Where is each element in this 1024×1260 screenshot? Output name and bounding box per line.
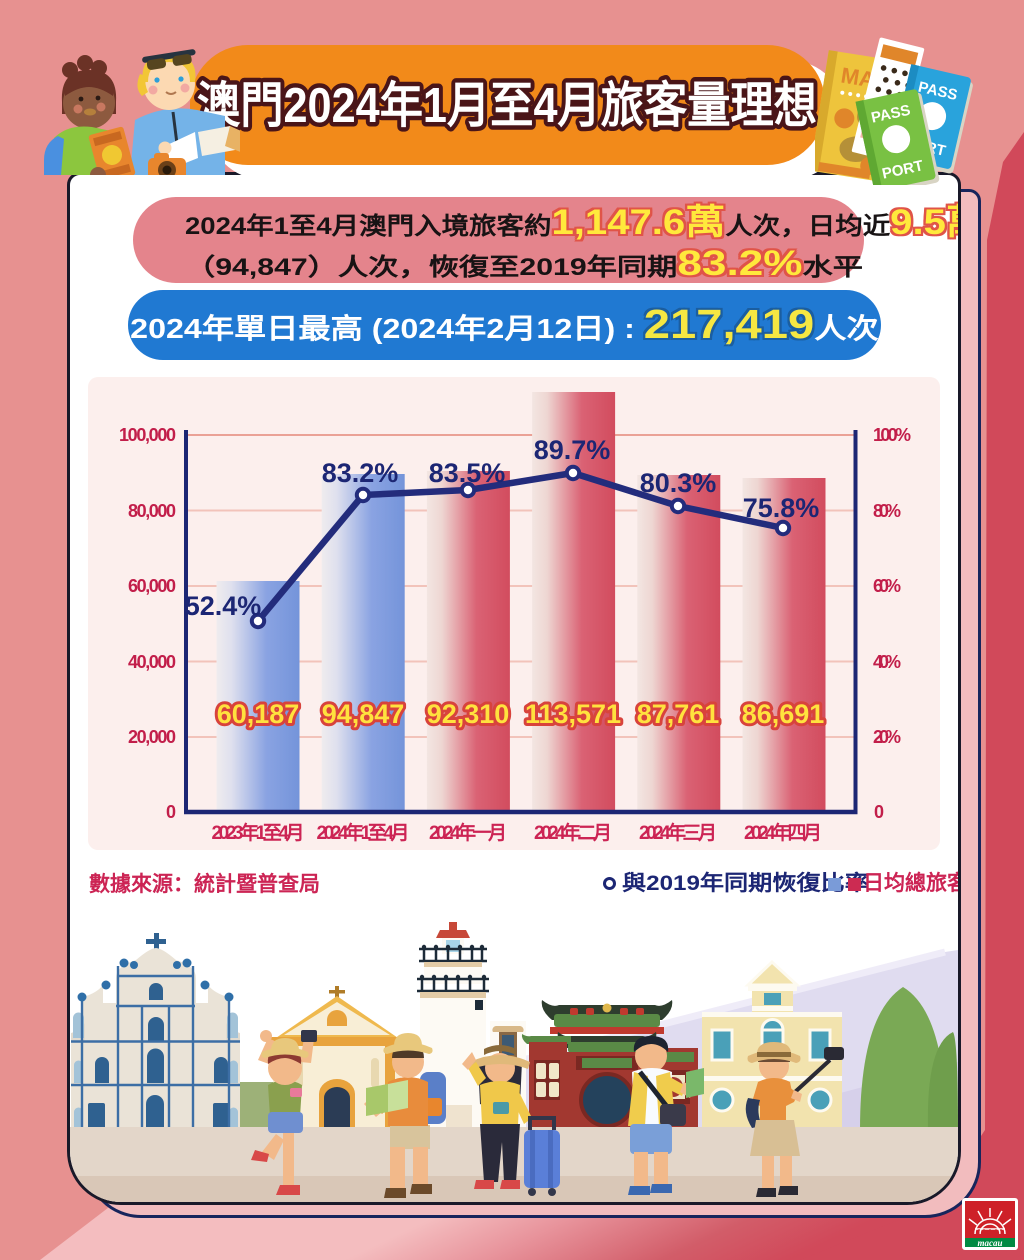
svg-text:60,000: 60,000: [128, 576, 176, 596]
svg-text:2024年一月: 2024年一月: [429, 821, 507, 844]
svg-text:0: 0: [874, 802, 884, 822]
svg-text:92,310: 92,310: [427, 699, 510, 729]
svg-text:86,691: 86,691: [742, 699, 825, 729]
svg-text:83.2%: 83.2%: [322, 458, 399, 488]
svg-text:20,000: 20,000: [128, 727, 176, 747]
svg-text:2024年二月: 2024年二月: [534, 821, 612, 844]
svg-text:20%: 20%: [873, 727, 901, 747]
svg-text:75.8%: 75.8%: [743, 493, 820, 523]
svg-text:2024年1至4月: 2024年1至4月: [317, 821, 410, 844]
svg-text:80%: 80%: [873, 501, 901, 521]
svg-text:40%: 40%: [873, 652, 901, 672]
svg-text:2024年三月: 2024年三月: [639, 821, 717, 844]
svg-text:94,847: 94,847: [322, 699, 405, 729]
svg-text:2023年1至4月: 2023年1至4月: [212, 821, 305, 844]
svg-text:40,000: 40,000: [128, 652, 176, 672]
svg-text:100,000: 100,000: [119, 425, 176, 445]
svg-text:83.5%: 83.5%: [429, 458, 506, 488]
svg-text:100%: 100%: [873, 425, 911, 445]
svg-text:113,571: 113,571: [525, 699, 621, 729]
svg-text:89.7%: 89.7%: [534, 435, 611, 465]
svg-text:80,000: 80,000: [128, 501, 176, 521]
svg-text:80.3%: 80.3%: [640, 468, 717, 498]
svg-text:macau: macau: [977, 1238, 1002, 1248]
svg-text:2024年四月: 2024年四月: [744, 821, 822, 844]
svg-text:87,761: 87,761: [637, 699, 720, 729]
svg-text:0: 0: [166, 802, 176, 822]
svg-text:60,187: 60,187: [217, 699, 300, 729]
svg-text:澳門2024年1月至4月旅客量理想: 澳門2024年1月至4月旅客量理想: [197, 79, 817, 133]
svg-text:60%: 60%: [873, 576, 901, 596]
svg-text:52.4%: 52.4%: [185, 591, 262, 621]
